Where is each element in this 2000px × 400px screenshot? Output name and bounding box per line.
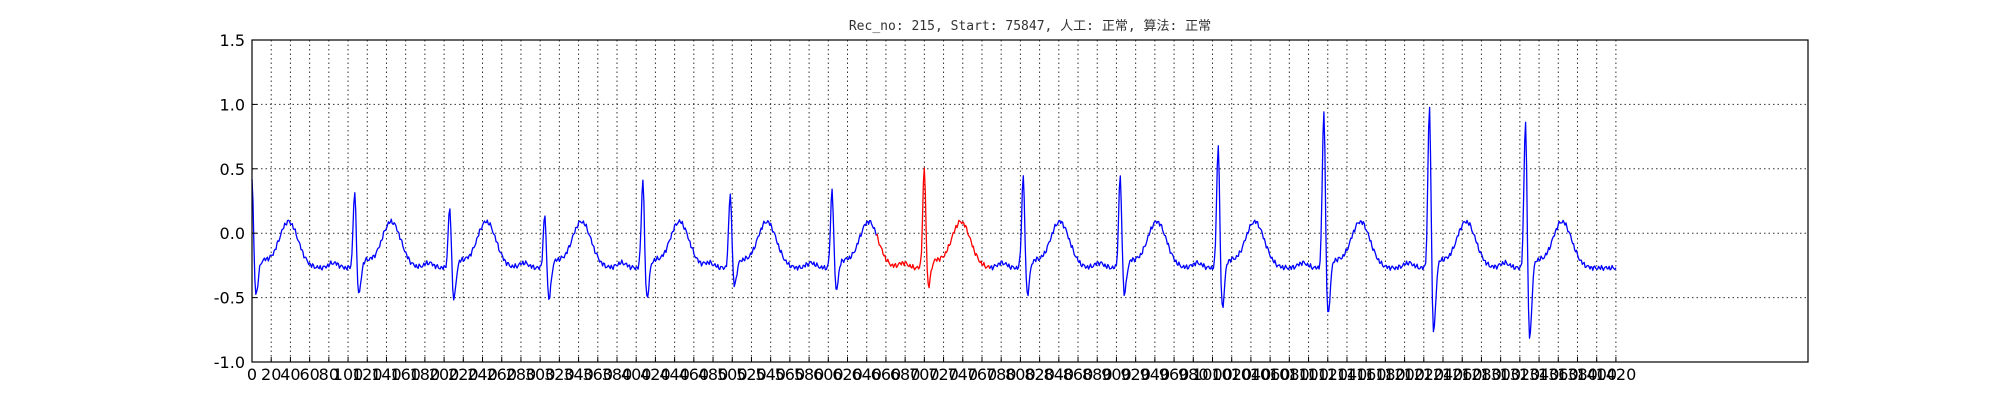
x-tick-label: 140	[371, 365, 402, 384]
x-tick-label: 480	[698, 365, 729, 384]
x-tick-label: 1420	[1596, 365, 1637, 384]
x-tick-label: 1020	[1211, 365, 1252, 384]
y-tick-label: 0.0	[220, 224, 245, 243]
x-tick-label: 580	[794, 365, 825, 384]
x-tick-label: 920	[1120, 365, 1151, 384]
x-tick-label: 0	[247, 365, 257, 384]
x-tick-label: 220	[448, 365, 479, 384]
ecg-trace-blue-segment	[989, 106, 1617, 339]
ecg-trace-red-segment	[875, 167, 991, 289]
x-tick-label: 940	[1140, 365, 1171, 384]
x-tick-label: 720	[928, 365, 959, 384]
y-tick-label: 1.0	[220, 95, 245, 114]
x-tick-label: 1180	[1365, 365, 1406, 384]
x-tick-label: 100	[333, 365, 364, 384]
y-tick-label: 0.5	[220, 160, 245, 179]
y-tick-label: 1.5	[220, 31, 245, 50]
x-tick-label: 120	[352, 365, 383, 384]
y-axis: 1.5 1.0 0.5 0.0 -0.5 -1.0	[214, 31, 257, 372]
x-tick-label: 20	[261, 365, 281, 384]
x-tick-label: 700	[909, 365, 940, 384]
x-tick-label: 340	[563, 365, 594, 384]
x-tick-label: 560	[775, 365, 806, 384]
x-tick-label: 60	[299, 365, 319, 384]
x-tick-label: 1040	[1231, 365, 1272, 384]
x-tick-label: 900	[1101, 365, 1132, 384]
x-tick-label: 460	[679, 365, 710, 384]
x-tick-label: 620	[832, 365, 863, 384]
x-tick-label: 1240	[1423, 365, 1464, 384]
x-tick-label: 820	[1024, 365, 1055, 384]
x-tick-label: 800	[1005, 365, 1036, 384]
ecg-trace-blue-segment	[251, 179, 877, 301]
x-tick-label: 180	[410, 365, 441, 384]
x-tick-label: 860	[1063, 365, 1094, 384]
x-tick-label: 540	[755, 365, 786, 384]
x-tick-label: 360	[583, 365, 614, 384]
x-tick-label: 1380	[1557, 365, 1598, 384]
x-tick-label: 1120	[1307, 365, 1348, 384]
x-tick-label: 1320	[1499, 365, 1540, 384]
x-tick-label: 1300	[1480, 365, 1521, 384]
x-tick-label: 1220	[1403, 365, 1444, 384]
x-tick-label: 1100	[1288, 365, 1329, 384]
x-tick-label: 1160	[1346, 365, 1387, 384]
x-tick-label: 400	[621, 365, 652, 384]
x-tick-label: 200	[429, 365, 460, 384]
x-tick-label: 840	[1044, 365, 1075, 384]
x-tick-label: 1340	[1519, 365, 1560, 384]
ecg-traces	[251, 106, 1617, 339]
x-tick-label: 440	[659, 365, 690, 384]
x-tick-label: 320	[544, 365, 575, 384]
x-tick-label: 380	[602, 365, 633, 384]
x-tick-label: 1200	[1384, 365, 1425, 384]
x-tick-label: 520	[736, 365, 767, 384]
y-tick-label: -0.5	[214, 289, 245, 308]
x-tick-label: 240	[467, 365, 498, 384]
x-tick-label: 160	[390, 365, 421, 384]
x-tick-label: 1140	[1327, 365, 1368, 384]
x-tick-label: 500	[717, 365, 748, 384]
x-tick-label: 1280	[1461, 365, 1502, 384]
x-tick-label: 1000	[1192, 365, 1233, 384]
x-tick-label: 880	[1082, 365, 1113, 384]
x-tick-label: 260	[486, 365, 517, 384]
x-axis: 0 204060801001201401601802002202402602803…	[247, 357, 1636, 384]
x-tick-label: 1260	[1442, 365, 1483, 384]
chart-title: Rec_no: 215, Start: 75847, 人工: 正常, 算法: 正…	[849, 19, 1211, 34]
x-tick-label: 80	[319, 365, 339, 384]
grid-lines	[251, 39, 1808, 363]
x-tick-label: 280	[506, 365, 537, 384]
y-tick-label: -1.0	[214, 353, 245, 372]
x-tick-label: 1060	[1250, 365, 1291, 384]
x-tick-label: 980	[1178, 365, 1209, 384]
x-tick-label: 740	[947, 365, 978, 384]
x-tick-label: 760	[967, 365, 998, 384]
x-tick-label: 1400	[1576, 365, 1617, 384]
x-tick-label: 40	[280, 365, 300, 384]
x-tick-label: 960	[1159, 365, 1190, 384]
x-tick-label: 780	[986, 365, 1017, 384]
x-tick-label: 600	[813, 365, 844, 384]
x-tick-label: 300	[525, 365, 556, 384]
x-tick-label: 660	[871, 365, 902, 384]
x-tick-label: 1080	[1269, 365, 1310, 384]
x-tick-label: 1360	[1538, 365, 1579, 384]
x-tick-label: 640	[851, 365, 882, 384]
plot-frame	[251, 39, 1809, 363]
x-tick-label: 420	[640, 365, 671, 384]
x-tick-label: 680	[890, 365, 921, 384]
